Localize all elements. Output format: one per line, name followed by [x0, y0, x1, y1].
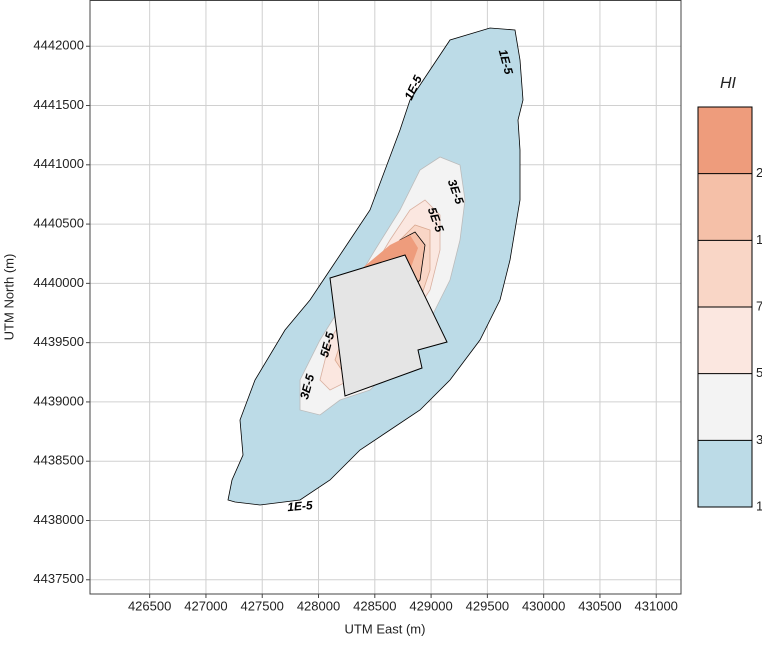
y-tick-label: 4438000	[33, 512, 84, 527]
y-tick-label: 4439500	[33, 334, 84, 349]
contour-label: 5E-5	[317, 330, 337, 358]
colorbar-tick-label: 2E-4	[756, 165, 762, 180]
x-tick-label: 431000	[635, 598, 678, 613]
contour-label: 1E-5	[287, 498, 314, 514]
colorbar-tick-label: 3E-5	[756, 432, 762, 447]
contour-label: 1E-5	[496, 48, 516, 76]
colorbar-band	[698, 173, 752, 241]
colorbar-frame	[697, 106, 753, 508]
colorbar-band	[698, 440, 752, 507]
facility	[329, 254, 448, 397]
y-tick-label: 4437500	[33, 571, 84, 586]
x-tick-label: 430500	[578, 598, 621, 613]
x-tick-label: 429500	[466, 598, 509, 613]
colorbar-tick-label: 5E-5	[756, 365, 762, 380]
y-axis-label: UTM North (m)	[1, 254, 16, 341]
y-tick-label: 4440000	[33, 275, 84, 290]
x-tick-label: 427500	[241, 598, 284, 613]
x-tick-label: 427000	[184, 598, 227, 613]
y-tick-label: 4439000	[33, 393, 84, 408]
plot-frame	[89, 0, 682, 595]
y-tick-label: 4438500	[33, 453, 84, 468]
y-tick-label: 4442000	[33, 38, 84, 53]
x-tick-label: 428000	[297, 598, 340, 613]
x-tick-label: 426500	[128, 598, 171, 613]
x-tick-label: 430000	[522, 598, 565, 613]
contour-label: 3E-5	[297, 372, 317, 400]
contours: 1E-5 1E-5 1E-5 3E-5 3E-5 5E-5 5E-5	[227, 27, 524, 514]
y-tick-label: 4441000	[33, 156, 84, 171]
y-tick-label: 4440500	[33, 216, 84, 231]
colorbar-title: HI	[720, 75, 737, 92]
colorbar-band	[698, 307, 752, 374]
colorbar-tick-label: 1E-5	[756, 498, 762, 513]
colorbar-band	[698, 373, 752, 441]
x-tick-label: 428500	[353, 598, 396, 613]
colorbar-band	[698, 240, 752, 307]
y-tick-label: 4441500	[33, 97, 84, 112]
x-tick-label: 429000	[409, 598, 452, 613]
colorbar-tick-label: 7E-5	[756, 298, 762, 313]
x-axis-label: UTM East (m)	[345, 621, 426, 636]
colorbar-band	[698, 107, 752, 174]
colorbar-tick-label: 1E-4	[756, 232, 762, 247]
